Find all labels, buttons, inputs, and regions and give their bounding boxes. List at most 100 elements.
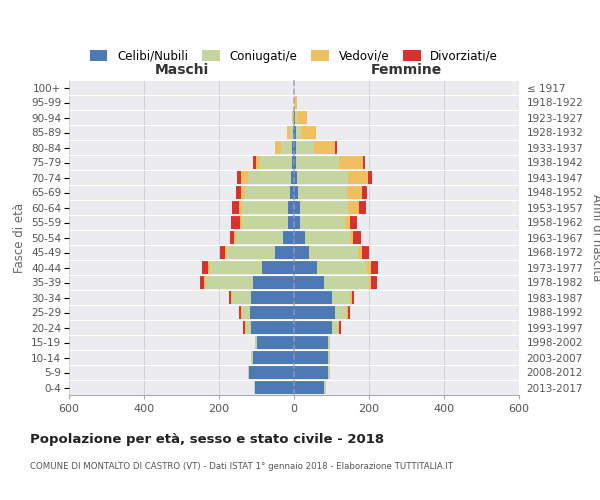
Bar (232, 292, 251, 304)
Bar (349, 202, 359, 213)
Bar (349, 232, 353, 243)
Bar (224, 246, 227, 258)
Bar (251, 322, 294, 334)
Bar (234, 232, 236, 243)
Bar (328, 336, 329, 348)
Bar (361, 246, 369, 258)
Bar (340, 322, 341, 334)
Bar (295, 96, 296, 108)
Bar (200, 276, 205, 288)
Bar (359, 202, 367, 213)
Bar (294, 126, 296, 138)
Bar (256, 156, 260, 168)
Bar (294, 262, 317, 274)
Bar (331, 322, 338, 334)
Bar (294, 246, 309, 258)
Bar (324, 382, 326, 394)
Bar (251, 292, 294, 304)
Bar (283, 232, 294, 243)
Bar (239, 202, 241, 213)
Bar (220, 246, 224, 258)
Bar (292, 112, 293, 124)
Bar (352, 292, 354, 304)
Bar (294, 156, 296, 168)
Bar (347, 186, 361, 198)
Bar (369, 276, 371, 288)
Bar (248, 366, 249, 378)
Bar (294, 202, 299, 213)
Bar (305, 232, 349, 243)
Bar (239, 306, 241, 318)
Bar (295, 112, 296, 124)
Bar (294, 366, 328, 378)
Bar (294, 382, 324, 394)
Bar (236, 186, 241, 198)
Bar (371, 262, 379, 274)
Bar (293, 126, 294, 138)
Bar (291, 172, 294, 183)
Bar (296, 126, 301, 138)
Bar (208, 262, 209, 274)
Bar (328, 352, 329, 364)
Bar (257, 336, 294, 348)
Bar (344, 216, 350, 228)
Bar (297, 172, 347, 183)
Bar (290, 126, 293, 138)
Bar (229, 292, 230, 304)
Bar (353, 232, 361, 243)
Bar (236, 172, 241, 183)
Bar (294, 352, 328, 364)
Bar (296, 112, 307, 124)
Bar (331, 292, 350, 304)
Bar (335, 306, 346, 318)
Bar (241, 306, 242, 318)
Bar (262, 262, 294, 274)
Bar (317, 262, 367, 274)
Bar (289, 216, 294, 228)
Bar (290, 186, 294, 198)
Bar (347, 306, 349, 318)
Bar (241, 216, 289, 228)
Bar (296, 142, 314, 154)
Bar (294, 142, 296, 154)
Bar (253, 276, 294, 288)
Bar (358, 246, 361, 258)
Bar (253, 156, 256, 168)
Bar (294, 322, 331, 334)
Bar (205, 276, 206, 288)
Bar (371, 276, 377, 288)
Bar (346, 306, 347, 318)
Bar (248, 172, 291, 183)
Bar (367, 262, 371, 274)
Bar (206, 276, 253, 288)
Bar (251, 352, 253, 364)
Bar (247, 322, 251, 334)
Bar (298, 186, 347, 198)
Legend: Celibi/Nubili, Coniugati/e, Vedovi/e, Divorziati/e: Celibi/Nubili, Coniugati/e, Vedovi/e, Di… (85, 45, 503, 68)
Bar (245, 186, 290, 198)
Bar (309, 246, 358, 258)
Bar (289, 202, 294, 213)
Bar (230, 292, 232, 304)
Bar (242, 306, 250, 318)
Bar (299, 216, 344, 228)
Bar (294, 276, 324, 288)
Bar (335, 142, 337, 154)
Text: Popolazione per età, sesso e stato civile - 2018: Popolazione per età, sesso e stato civil… (30, 432, 384, 446)
Bar (287, 126, 290, 138)
Bar (294, 232, 305, 243)
Bar (229, 232, 234, 243)
Bar (292, 156, 294, 168)
Y-axis label: Anni di nascita: Anni di nascita (590, 194, 600, 281)
Bar (236, 232, 283, 243)
Bar (227, 246, 275, 258)
Bar (347, 172, 368, 183)
Y-axis label: Fasce di età: Fasce di età (13, 202, 26, 272)
Bar (338, 156, 363, 168)
Bar (241, 172, 248, 183)
Bar (232, 202, 239, 213)
Bar (260, 156, 292, 168)
Bar (239, 216, 241, 228)
Bar (338, 322, 340, 334)
Bar (328, 366, 329, 378)
